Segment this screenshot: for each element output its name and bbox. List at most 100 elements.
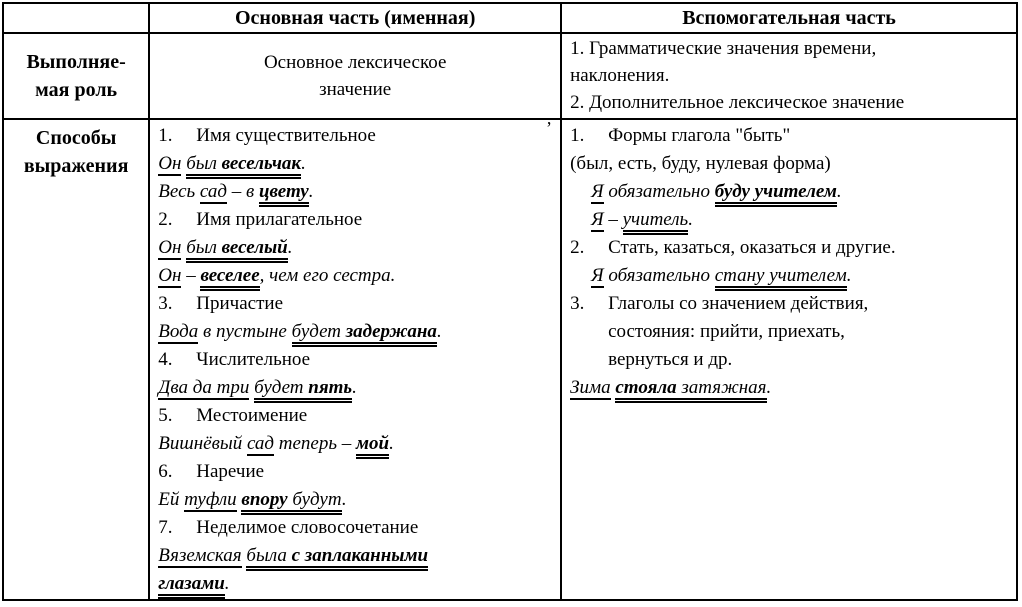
text-segment: . [688,209,693,230]
text-segment: . [766,377,772,398]
text-segment: 2. [158,209,173,230]
example-line: Он был весельчак. [158,150,552,179]
text-segment: Местоимение [196,405,308,426]
text-line: 2. Имя прилагательное [158,206,552,234]
text-line: состояния: прийти, приехать, [570,318,1008,346]
text-line: 1. Имя существительное [158,122,552,150]
text-segment: пять [308,377,353,403]
text-segment: обязательно [603,181,715,202]
text-segment: будет [291,321,346,347]
example-line: Вяземская была с заплаканными [158,542,552,571]
text-segment: . [308,181,314,202]
row-label-role-line: Выполняе- [26,51,126,73]
text-line: 2. Стать, казаться, оказаться и другие. [570,234,1008,262]
text-line: 6. Наречие [158,458,552,486]
example-line: Я – учитель. [570,206,1008,235]
text-segment: Неделимое словосочетание [196,517,419,538]
text-segment: с заплаканными [291,545,429,571]
text-segment: стояла [615,377,682,403]
text-segment: Имя существительное [196,125,376,146]
text-segment: Наречие [196,461,265,482]
text-line: 4. Числительное [158,346,552,374]
text-segment: 3. [570,293,585,314]
text-segment: веселый [221,237,288,263]
text-segment: – [181,265,201,286]
row-label-ways-line: выражения [23,155,129,177]
text-segment: затяжная [681,377,767,403]
role-main-text-line: Основное лексическое [263,52,447,73]
text-segment: 4. [158,349,173,370]
text-segment: сад [199,181,227,204]
example-line: Он – веселее, чем его сестра. [158,262,552,291]
example-line: Ей туфли впору будут. [158,486,552,515]
text-segment: (был, есть, буду, нулевая форма) [570,153,831,174]
text-segment: Он [158,153,182,176]
text-segment: Зима [570,377,611,400]
text-segment: вернуться и др. [608,349,733,370]
text-segment: задержана [345,321,437,347]
text-segment: Два да три [158,377,250,400]
text-segment: будут [287,489,342,515]
text-segment: состояния: прийти, приехать, [608,321,845,342]
role-aux-cell: 1. Грамматические значения времени, накло… [560,32,1018,120]
header-empty-cell [1,2,151,34]
text-segment: цвету [258,181,309,207]
example-line: Весь сад – в цвету. [158,178,552,207]
header-auxiliary-part: Вспомогательная часть [560,2,1018,34]
row-label-role: Выполняе- мая роль [1,32,151,120]
ways-main-cell: 1. Имя существительное Он был весельчак. Ве… [148,118,563,601]
text-segment: Ей [158,489,185,510]
role-main-cell: Основное лексическое значение [148,32,563,120]
text-segment: 2. Дополнительное лексическое значение [570,92,905,113]
row-label-ways: Способы выражения [1,118,151,601]
text-line: 3. Глаголы со значением действия, [570,290,1008,318]
text-segment: Стать, казаться, оказаться и другие. [608,237,896,258]
text-line: вернуться и др. [570,346,1008,374]
text-segment: . [436,321,442,342]
text-segment: Формы глагола "быть" [608,125,791,146]
text-segment: – в [226,181,259,202]
text-segment: . [389,433,394,454]
text-segment: 1. [570,125,585,146]
row-label-ways-line: Способы [35,127,117,149]
text-segment: 3. [158,293,173,314]
text-segment: Вишнёвый [158,433,247,454]
text-segment: , чем его сестра. [259,265,396,286]
example-line: Я обязательно буду учителем. [570,178,1008,207]
text-segment: Я [591,265,604,288]
text-segment: стану учителем [714,265,847,291]
text-segment: теперь – [274,433,357,454]
text-segment: . [836,181,842,202]
text-segment: . [846,265,852,286]
example-line: Я обязательно стану учителем. [570,262,1008,291]
text-segment: Числительное [196,349,311,370]
example-line: Зима стояла затяжная. [570,374,1008,403]
text-segment: Он [158,265,182,288]
text-segment: была [246,545,292,571]
text-segment: Он [158,237,182,260]
text-segment: учитель [622,209,689,235]
text-line: (был, есть, буду, нулевая форма) [570,150,1008,178]
header-row: Основная часть (именная) Вспомогательная… [1,2,1018,34]
row-label-role-line: мая роль [35,79,118,101]
text-segment: был [186,237,222,263]
text-segment: 1. [158,125,173,146]
text-segment: буду учителем [714,181,837,207]
example-line: глазами. [158,570,552,599]
text-segment: Я [591,181,604,204]
text-segment: 7. [158,517,173,538]
text-segment: . [301,153,306,174]
stray-scan-mark: ’ [546,118,552,138]
text-segment: 6. [158,461,173,482]
ways-row: Способы выражения 1. Имя существительное О… [1,118,1018,601]
text-segment: обязательно [603,265,715,286]
example-line: Вода в пустыне будет задержана. [158,318,552,347]
text-line: 5. Местоимение [158,402,552,430]
text-line: 1. Формы глагола "быть" [570,122,1008,150]
text-segment: 5. [158,405,173,426]
text-segment: туфли [184,489,237,512]
text-segment: Я [591,209,604,232]
role-main-text-line: значение [319,79,392,100]
